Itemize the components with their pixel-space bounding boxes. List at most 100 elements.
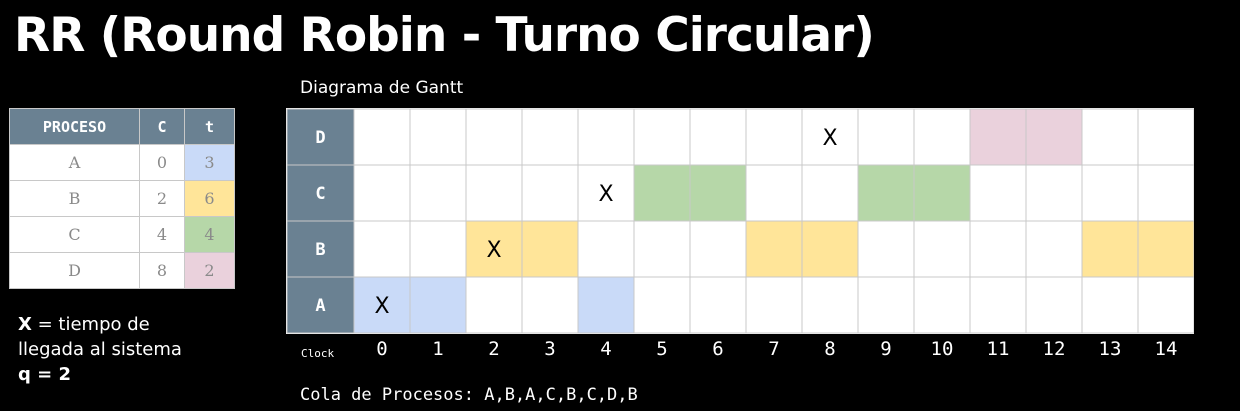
gantt-cell <box>465 164 523 222</box>
gantt-row-header-c <box>286 164 355 222</box>
gantt-exec-cell <box>521 220 579 278</box>
process-burst: 4 <box>184 216 235 253</box>
clock-tick: 14 <box>1154 338 1178 360</box>
gantt-cell <box>633 220 691 278</box>
gantt-cell <box>353 220 411 278</box>
gantt-exec-cell <box>689 164 747 222</box>
process-name: B <box>9 180 140 217</box>
gantt-cell <box>353 108 411 166</box>
gantt-cell <box>913 276 971 334</box>
gantt-cell <box>577 220 635 278</box>
gantt-cell <box>689 276 747 334</box>
gantt-row-label: B <box>315 240 325 260</box>
legend-x-text-2: llegada al sistema <box>18 339 182 360</box>
gantt-row-label: D <box>315 128 325 148</box>
arrival-mark: X <box>598 182 613 207</box>
clock-tick: 5 <box>656 338 668 360</box>
gantt-cell <box>353 164 411 222</box>
gantt-exec-cell <box>969 108 1027 166</box>
gantt-title: Diagrama de Gantt <box>300 78 464 98</box>
clock-tick: 2 <box>488 338 500 360</box>
gantt-cell <box>689 108 747 166</box>
process-row-c: C 4 4 <box>9 216 235 253</box>
gantt-cell <box>577 108 635 166</box>
gantt-cell <box>689 220 747 278</box>
gantt-cell <box>465 108 523 166</box>
arrival-mark: X <box>374 294 389 319</box>
legend-x-symbol: X <box>18 314 32 335</box>
clock-tick: 0 <box>376 338 388 360</box>
gantt-cell <box>1081 276 1139 334</box>
clock-tick: 6 <box>712 338 724 360</box>
clock-tick: 7 <box>768 338 780 360</box>
gantt-exec-cell <box>1081 220 1139 278</box>
gantt-cell <box>1081 164 1139 222</box>
gantt-exec-cell <box>801 220 859 278</box>
process-burst: 2 <box>184 252 235 289</box>
clock-tick: 3 <box>544 338 556 360</box>
process-arrival: 8 <box>139 252 185 289</box>
gantt-cell <box>801 276 859 334</box>
process-row-b: B 2 6 <box>9 180 235 217</box>
gantt-exec-cell <box>1137 220 1194 278</box>
gantt-cell <box>633 276 691 334</box>
gantt-cell <box>1137 164 1194 222</box>
gantt-cell <box>857 220 915 278</box>
clock-tick: 10 <box>930 338 954 360</box>
process-table-header: PROCESO C t <box>9 108 235 145</box>
gantt-exec-cell <box>633 164 691 222</box>
process-queue: Cola de Procesos: A,B,A,C,B,C,D,B <box>300 385 638 405</box>
gantt-cell <box>913 108 971 166</box>
process-burst: 3 <box>184 144 235 181</box>
arrival-mark: X <box>486 238 501 263</box>
gantt-cell <box>465 276 523 334</box>
process-row-a: A 0 3 <box>9 144 235 181</box>
gantt-exec-cell <box>1025 108 1083 166</box>
process-name: A <box>9 144 140 181</box>
gantt-cell <box>745 164 803 222</box>
gantt-exec-cell <box>745 220 803 278</box>
gantt-cell <box>633 108 691 166</box>
process-name: D <box>9 252 140 289</box>
gantt-cell <box>1137 108 1194 166</box>
clock-tick: 1 <box>432 338 444 360</box>
gantt-cell <box>913 220 971 278</box>
gantt-cell <box>1081 108 1139 166</box>
process-name: C <box>9 216 140 253</box>
gantt-cell <box>1025 276 1083 334</box>
legend: X = tiempo de llegada al sistema q = 2 <box>18 312 182 387</box>
process-arrival: 0 <box>139 144 185 181</box>
gantt-cell <box>801 164 859 222</box>
gantt-cell <box>745 108 803 166</box>
legend-arrival: X = tiempo de <box>18 312 182 337</box>
clock-tick: 13 <box>1098 338 1122 360</box>
arrival-mark: X <box>822 126 837 151</box>
gantt-cell <box>409 108 467 166</box>
gantt-cell <box>521 108 579 166</box>
gantt-cell <box>969 220 1027 278</box>
process-arrival: 2 <box>139 180 185 217</box>
gantt-cell <box>1025 220 1083 278</box>
gantt-cell <box>969 276 1027 334</box>
gantt-exec-cell <box>857 164 915 222</box>
gantt-cell <box>1137 276 1194 334</box>
gantt-cell <box>409 220 467 278</box>
clock-label: Clock <box>301 347 335 360</box>
gantt-cell <box>857 108 915 166</box>
process-arrival: 4 <box>139 216 185 253</box>
gantt-cell <box>409 164 467 222</box>
gantt-chart: D X C X B X A X <box>286 108 1194 334</box>
gantt-cell <box>521 164 579 222</box>
gantt-row-label: C <box>315 184 325 204</box>
gantt-cell <box>801 108 859 166</box>
gantt-cell <box>857 276 915 334</box>
gantt-exec-cell <box>353 276 411 334</box>
gantt-row-header-d <box>286 108 355 166</box>
header-c: C <box>139 108 185 145</box>
clock-tick: 12 <box>1042 338 1066 360</box>
process-row-d: D 8 2 <box>9 252 235 289</box>
gantt-cell <box>521 276 579 334</box>
legend-quantum: q = 2 <box>18 362 182 387</box>
gantt-exec-cell <box>913 164 971 222</box>
clock-tick: 8 <box>824 338 836 360</box>
